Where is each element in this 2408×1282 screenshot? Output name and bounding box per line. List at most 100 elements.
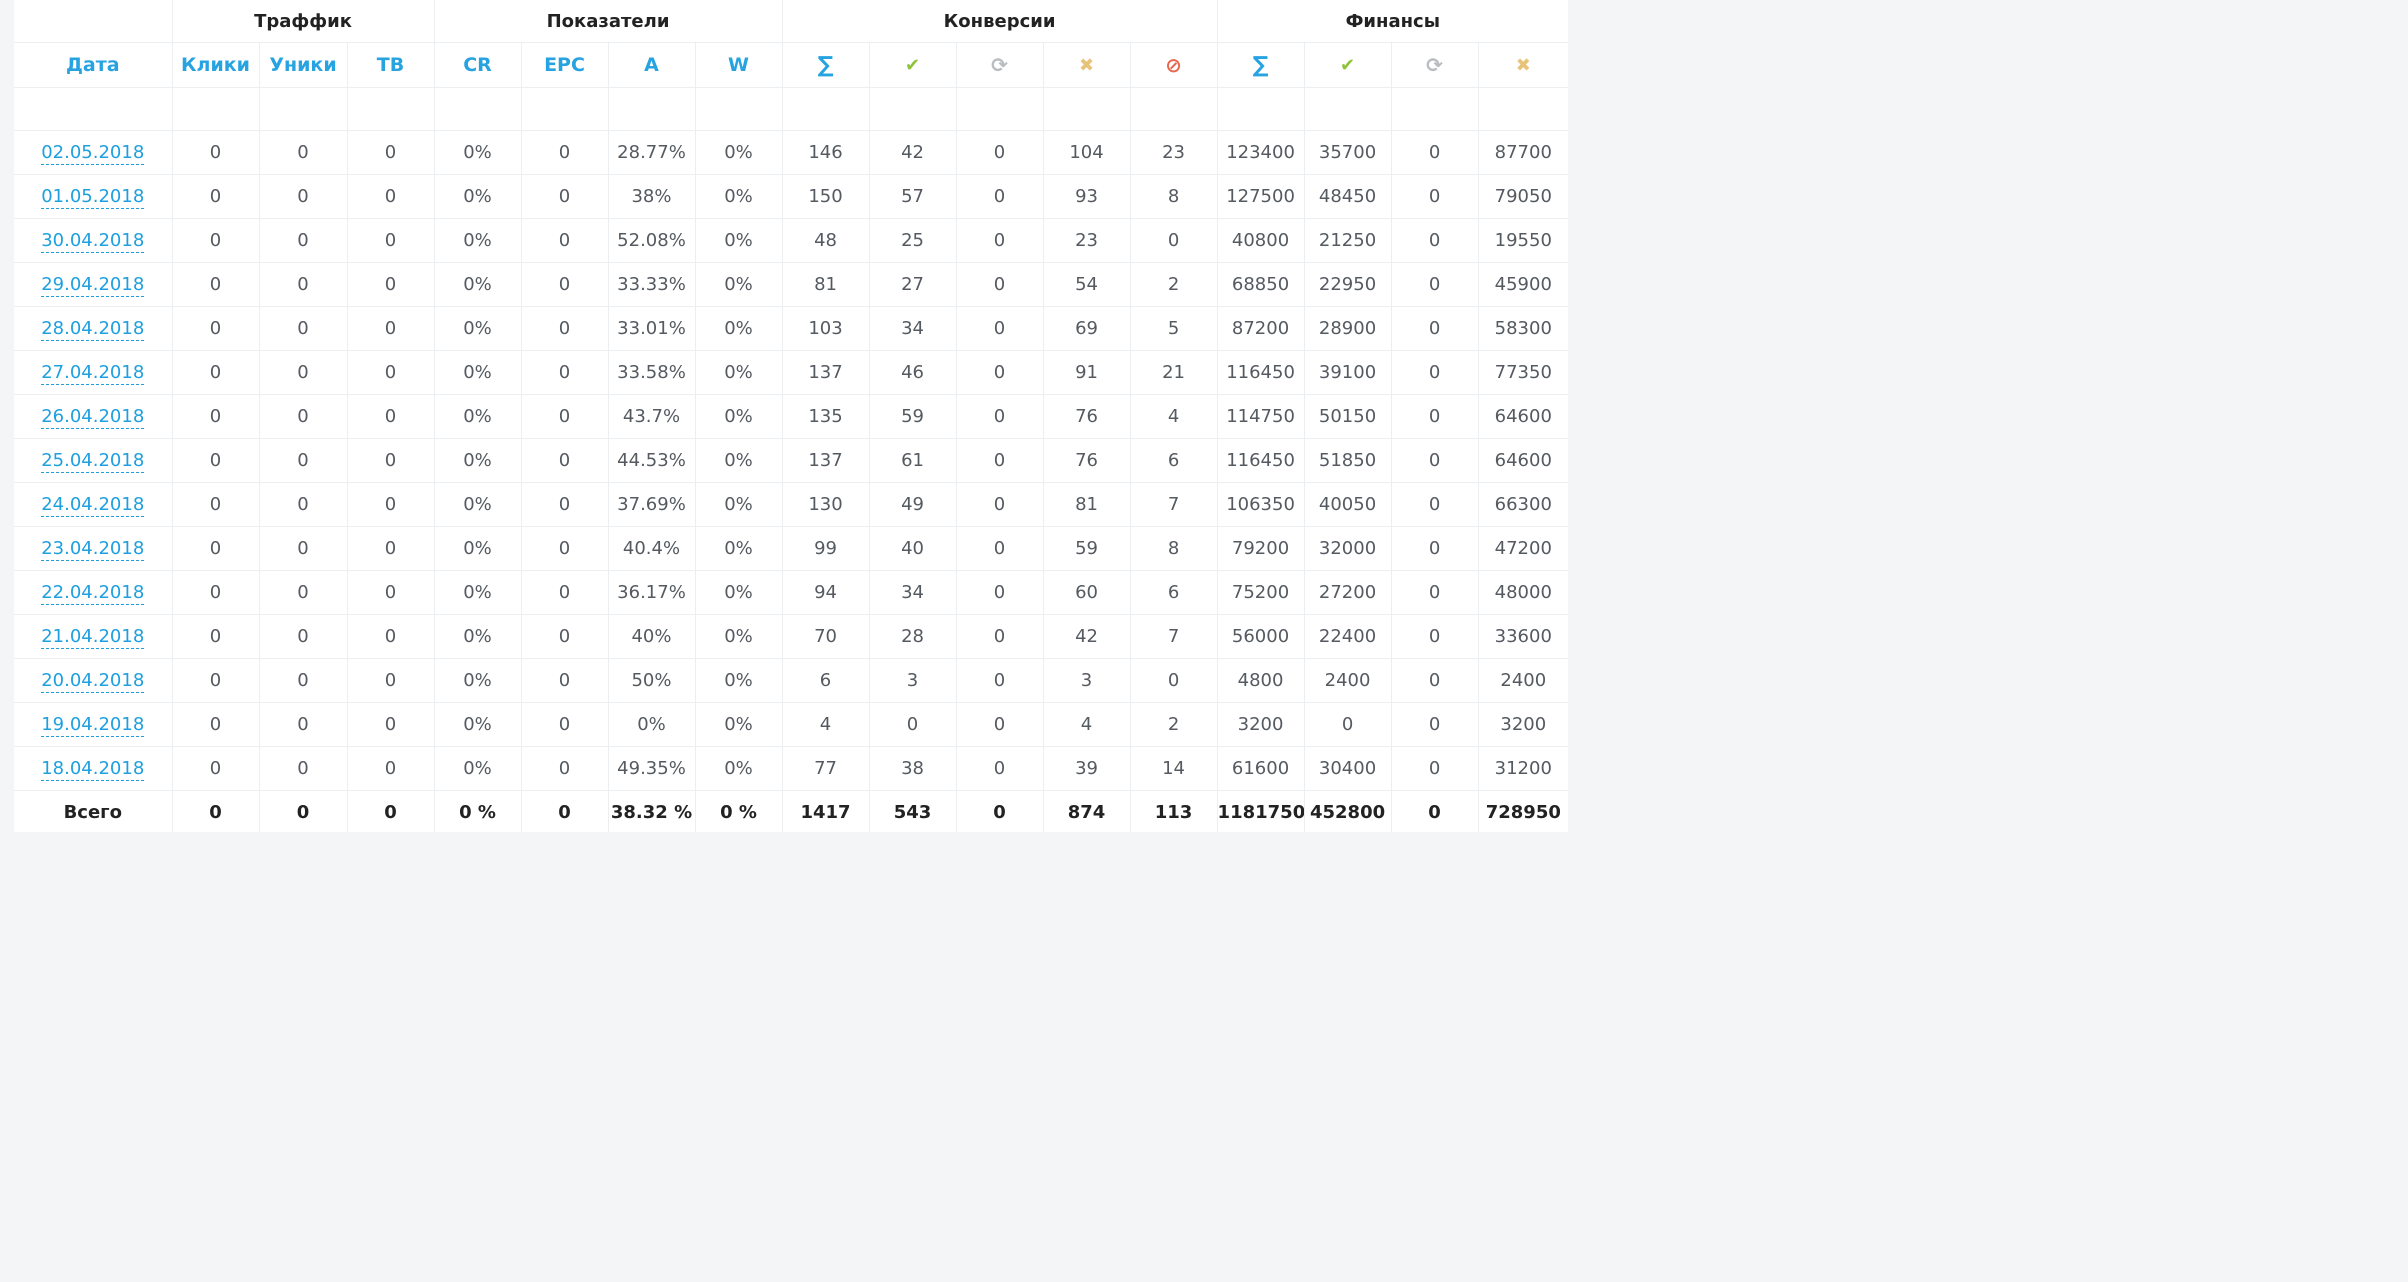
column-header-uniques[interactable]: Уники	[258, 42, 347, 88]
cell-conv-trash: 8	[1129, 174, 1218, 219]
cell-epc: 0	[520, 746, 608, 791]
cell-clicks: 0	[171, 174, 259, 219]
table-row: 21.04.2018 0 0 0 0% 0 40% 0% 70 28 0 42 7 56000 22400 0…	[14, 614, 1568, 659]
cell-conv-sum: 137	[781, 438, 870, 483]
cell-a: 40%	[607, 614, 695, 659]
cell-epc: 0	[520, 482, 608, 527]
column-header-conv-pending[interactable]: ⟳	[955, 42, 1044, 88]
cell-fin-declined: 87700	[1477, 130, 1568, 175]
cell-fin-approved: 27200	[1303, 570, 1392, 615]
cell-fin-declined: 48000	[1477, 570, 1568, 615]
cell-fin-sum: 123400	[1216, 130, 1305, 175]
cell-epc: 0	[520, 130, 608, 175]
column-header-tb[interactable]: ТВ	[346, 42, 434, 88]
column-header-fin-sum[interactable]: ∑	[1216, 42, 1305, 88]
column-header-fin-pending[interactable]: ⟳	[1390, 42, 1479, 88]
date-link[interactable]: 23.04.2018	[41, 538, 145, 561]
totals-fin-pending: 0	[1390, 790, 1479, 832]
date-link[interactable]: 30.04.2018	[41, 230, 145, 253]
cell-fin-declined: 31200	[1477, 746, 1568, 791]
cell-conv-pending: 0	[955, 218, 1044, 263]
cell-uniques: 0	[258, 218, 347, 263]
column-header-conv-trash[interactable]: ⊘	[1129, 42, 1218, 88]
cell-date: 20.04.2018	[14, 658, 172, 703]
column-header-fin-declined[interactable]: ✖	[1477, 42, 1568, 88]
column-header-conv-sum[interactable]: ∑	[781, 42, 870, 88]
cell-conv-approved: 27	[868, 262, 957, 307]
cell-a: 43.7%	[607, 394, 695, 439]
cell-epc: 0	[520, 350, 608, 395]
cell-conv-sum: 48	[781, 218, 870, 263]
cell-fin-pending: 0	[1390, 394, 1479, 439]
cell-fin-declined: 47200	[1477, 526, 1568, 571]
column-header-a[interactable]: A	[607, 42, 695, 88]
cell-tb: 0	[346, 218, 434, 263]
date-link[interactable]: 02.05.2018	[41, 142, 145, 165]
table-row: 24.04.2018 0 0 0 0% 0 37.69% 0% 130 49 0 81 7 106350 4…	[14, 482, 1568, 527]
cell-fin-approved: 21250	[1303, 218, 1392, 263]
column-header-fin-approved[interactable]: ✔	[1303, 42, 1392, 88]
cell-epc: 0	[520, 394, 608, 439]
cell-fin-pending: 0	[1390, 658, 1479, 703]
cell-conv-approved: 61	[868, 438, 957, 483]
cell-w: 0%	[694, 570, 783, 615]
cell-conv-declined: 69	[1042, 306, 1131, 351]
column-header-epc[interactable]: EPC	[520, 42, 608, 88]
totals-conv-trash: 113	[1129, 790, 1218, 832]
cell-fin-approved: 40050	[1303, 482, 1392, 527]
cell-fin-declined: 64600	[1477, 438, 1568, 483]
cell-uniques: 0	[258, 262, 347, 307]
cross-icon: ✖	[1078, 55, 1095, 76]
date-link[interactable]: 18.04.2018	[41, 758, 145, 781]
cell-conv-sum: 94	[781, 570, 870, 615]
cell-date: 21.04.2018	[14, 614, 172, 659]
column-header-conv-approved[interactable]: ✔	[868, 42, 957, 88]
cell-conv-trash: 8	[1129, 526, 1218, 571]
date-link[interactable]: 27.04.2018	[41, 362, 145, 385]
column-header-row: Дата Клики Уники ТВ CR EPC A W ∑ ✔ ⟳ ✖ ⊘…	[14, 42, 1568, 88]
date-link[interactable]: 01.05.2018	[41, 186, 145, 209]
cell-fin-pending: 0	[1390, 306, 1479, 351]
cell-conv-declined: 91	[1042, 350, 1131, 395]
totals-row: Всего 0 0 0 0 % 0 38.32 % 0 % 1417 543 0…	[14, 790, 1568, 832]
cell-uniques: 0	[258, 570, 347, 615]
cell-fin-approved: 22950	[1303, 262, 1392, 307]
cell-fin-sum: 3200	[1216, 702, 1305, 747]
cell-conv-trash: 0	[1129, 658, 1218, 703]
table-row: 29.04.2018 0 0 0 0% 0 33.33% 0% 81 27 0 54 2 68850 229…	[14, 262, 1568, 307]
cell-cr: 0%	[433, 394, 521, 439]
date-link[interactable]: 20.04.2018	[41, 670, 145, 693]
cell-cr: 0%	[433, 350, 521, 395]
cell-uniques: 0	[258, 482, 347, 527]
cell-date: 27.04.2018	[14, 350, 172, 395]
cell-conv-declined: 76	[1042, 394, 1131, 439]
date-link[interactable]: 22.04.2018	[41, 582, 145, 605]
cell-w: 0%	[694, 526, 783, 571]
cell-clicks: 0	[171, 658, 259, 703]
column-header-clicks[interactable]: Клики	[171, 42, 259, 88]
column-header-date[interactable]: Дата	[14, 42, 172, 88]
table-row: 22.04.2018 0 0 0 0% 0 36.17% 0% 94 34 0 60 6 75200 272…	[14, 570, 1568, 615]
date-link[interactable]: 25.04.2018	[41, 450, 145, 473]
column-header-w[interactable]: W	[694, 42, 783, 88]
date-link[interactable]: 21.04.2018	[41, 626, 145, 649]
date-link[interactable]: 29.04.2018	[41, 274, 145, 297]
column-header-conv-declined[interactable]: ✖	[1042, 42, 1131, 88]
cell-conv-pending: 0	[955, 658, 1044, 703]
cell-cr: 0%	[433, 306, 521, 351]
totals-fin-approved: 452800	[1303, 790, 1392, 832]
table-body: 02.05.2018 0 0 0 0% 0 28.77% 0% 146 42 0 104 23 12340…	[14, 87, 1568, 791]
cell-conv-sum: 135	[781, 394, 870, 439]
column-header-cr[interactable]: CR	[433, 42, 521, 88]
totals-conv-pending: 0	[955, 790, 1044, 832]
cell-conv-approved: 57	[868, 174, 957, 219]
date-link[interactable]: 24.04.2018	[41, 494, 145, 517]
cell-conv-declined: 81	[1042, 482, 1131, 527]
date-link[interactable]: 26.04.2018	[41, 406, 145, 429]
date-link[interactable]: 28.04.2018	[41, 318, 145, 341]
cell-clicks: 0	[171, 526, 259, 571]
table-row: 25.04.2018 0 0 0 0% 0 44.53% 0% 137 61 0 76 6 116450 5…	[14, 438, 1568, 483]
cell-a: 33.33%	[607, 262, 695, 307]
date-link[interactable]: 19.04.2018	[41, 714, 145, 737]
cell-conv-pending: 0	[955, 394, 1044, 439]
